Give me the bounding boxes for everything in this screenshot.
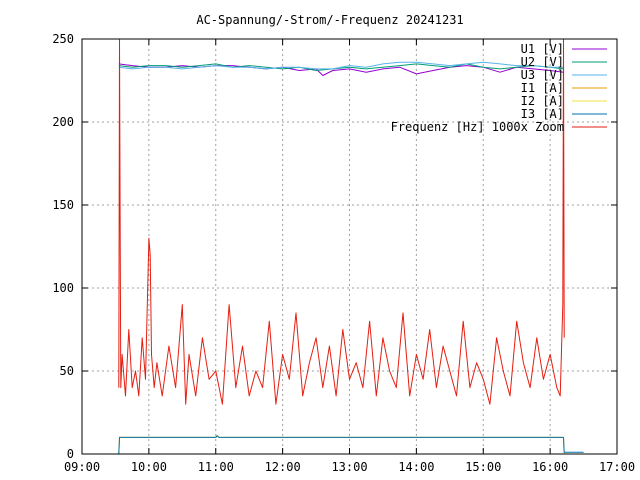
grid-lines [82, 39, 617, 454]
legend-entry-label: U2 [V] [521, 55, 564, 69]
y-tick-label: 200 [52, 115, 74, 129]
x-tick-label: 13:00 [331, 460, 367, 474]
x-tick-label: 16:00 [532, 460, 568, 474]
legend-entry-label: Frequenz [Hz] 1000x Zoom [391, 120, 564, 134]
x-tick-label: 10:00 [131, 460, 167, 474]
x-tick-label: 09:00 [64, 460, 100, 474]
series-line-7 [118, 38, 565, 405]
legend: U1 [V]U2 [V]U3 [V]I1 [A]I2 [A]I3 [A]Freq… [391, 42, 607, 134]
y-tick-label: 150 [52, 198, 74, 212]
series-lines [118, 38, 584, 455]
x-tick-label: 14:00 [398, 460, 434, 474]
legend-entry-label: I1 [A] [521, 81, 564, 95]
legend-entry-label: U1 [V] [521, 42, 564, 56]
x-tick-label: 17:00 [599, 460, 635, 474]
y-tick-label: 50 [60, 364, 74, 378]
y-tick-label: 0 [67, 447, 74, 461]
legend-entry-label: U3 [V] [521, 68, 564, 82]
y-tick-label: 100 [52, 281, 74, 295]
chart-title: AC-Spannung/-Strom/-Frequenz 20241231 [196, 13, 463, 27]
x-tick-label: 12:00 [265, 460, 301, 474]
series-line-3 [118, 61, 564, 70]
plot-frame [81, 38, 618, 455]
legend-entry-label: I3 [A] [521, 107, 564, 121]
axis-ticks: 09:00 10:00 11:00 12:00 13:00 14:00 15:00 16:00… [52, 32, 635, 474]
y-tick-label: 250 [52, 32, 74, 46]
legend-entry-label: I2 [A] [521, 94, 564, 108]
x-tick-label: 11:00 [198, 460, 234, 474]
x-tick-label: 15:00 [465, 460, 501, 474]
series-line-6 [118, 435, 584, 455]
series-line-5 [118, 435, 565, 455]
series-line-4 [118, 435, 565, 455]
series-line-2 [118, 63, 564, 71]
series-line-1 [118, 63, 564, 76]
